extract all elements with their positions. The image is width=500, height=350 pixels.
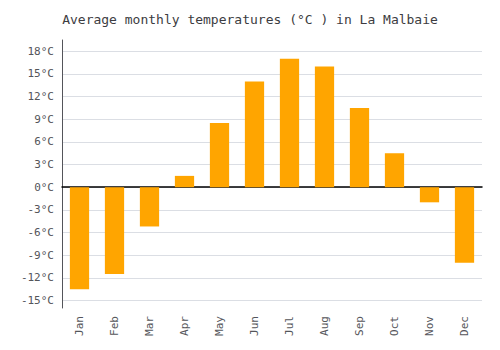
svg-text:Nov: Nov <box>423 316 436 336</box>
svg-text:May: May <box>213 316 226 336</box>
svg-text:-6°C: -6°C <box>28 226 55 239</box>
svg-text:Feb: Feb <box>108 316 121 336</box>
svg-text:Mar: Mar <box>143 316 156 336</box>
svg-text:-15°C: -15°C <box>21 294 54 307</box>
svg-text:Jun: Jun <box>248 316 261 336</box>
svg-text:18°C: 18°C <box>28 45 55 58</box>
svg-text:Average monthly temperatures (: Average monthly temperatures (°C ) in La… <box>62 12 438 27</box>
svg-text:Oct: Oct <box>388 316 401 336</box>
svg-text:Aug: Aug <box>318 316 331 336</box>
svg-text:0°C: 0°C <box>34 181 54 194</box>
svg-text:3°C: 3°C <box>34 158 54 171</box>
svg-text:-12°C: -12°C <box>21 271 54 284</box>
svg-text:15°C: 15°C <box>28 67 55 80</box>
svg-text:6°C: 6°C <box>34 135 54 148</box>
svg-text:Jul: Jul <box>283 316 296 336</box>
svg-text:-3°C: -3°C <box>28 203 55 216</box>
svg-text:12°C: 12°C <box>28 90 55 103</box>
svg-text:Apr: Apr <box>178 316 191 336</box>
svg-text:Jan: Jan <box>73 316 86 336</box>
svg-text:Sep: Sep <box>353 316 366 336</box>
svg-text:Dec: Dec <box>458 316 471 336</box>
svg-text:9°C: 9°C <box>34 113 54 126</box>
svg-text:-9°C: -9°C <box>28 249 55 262</box>
